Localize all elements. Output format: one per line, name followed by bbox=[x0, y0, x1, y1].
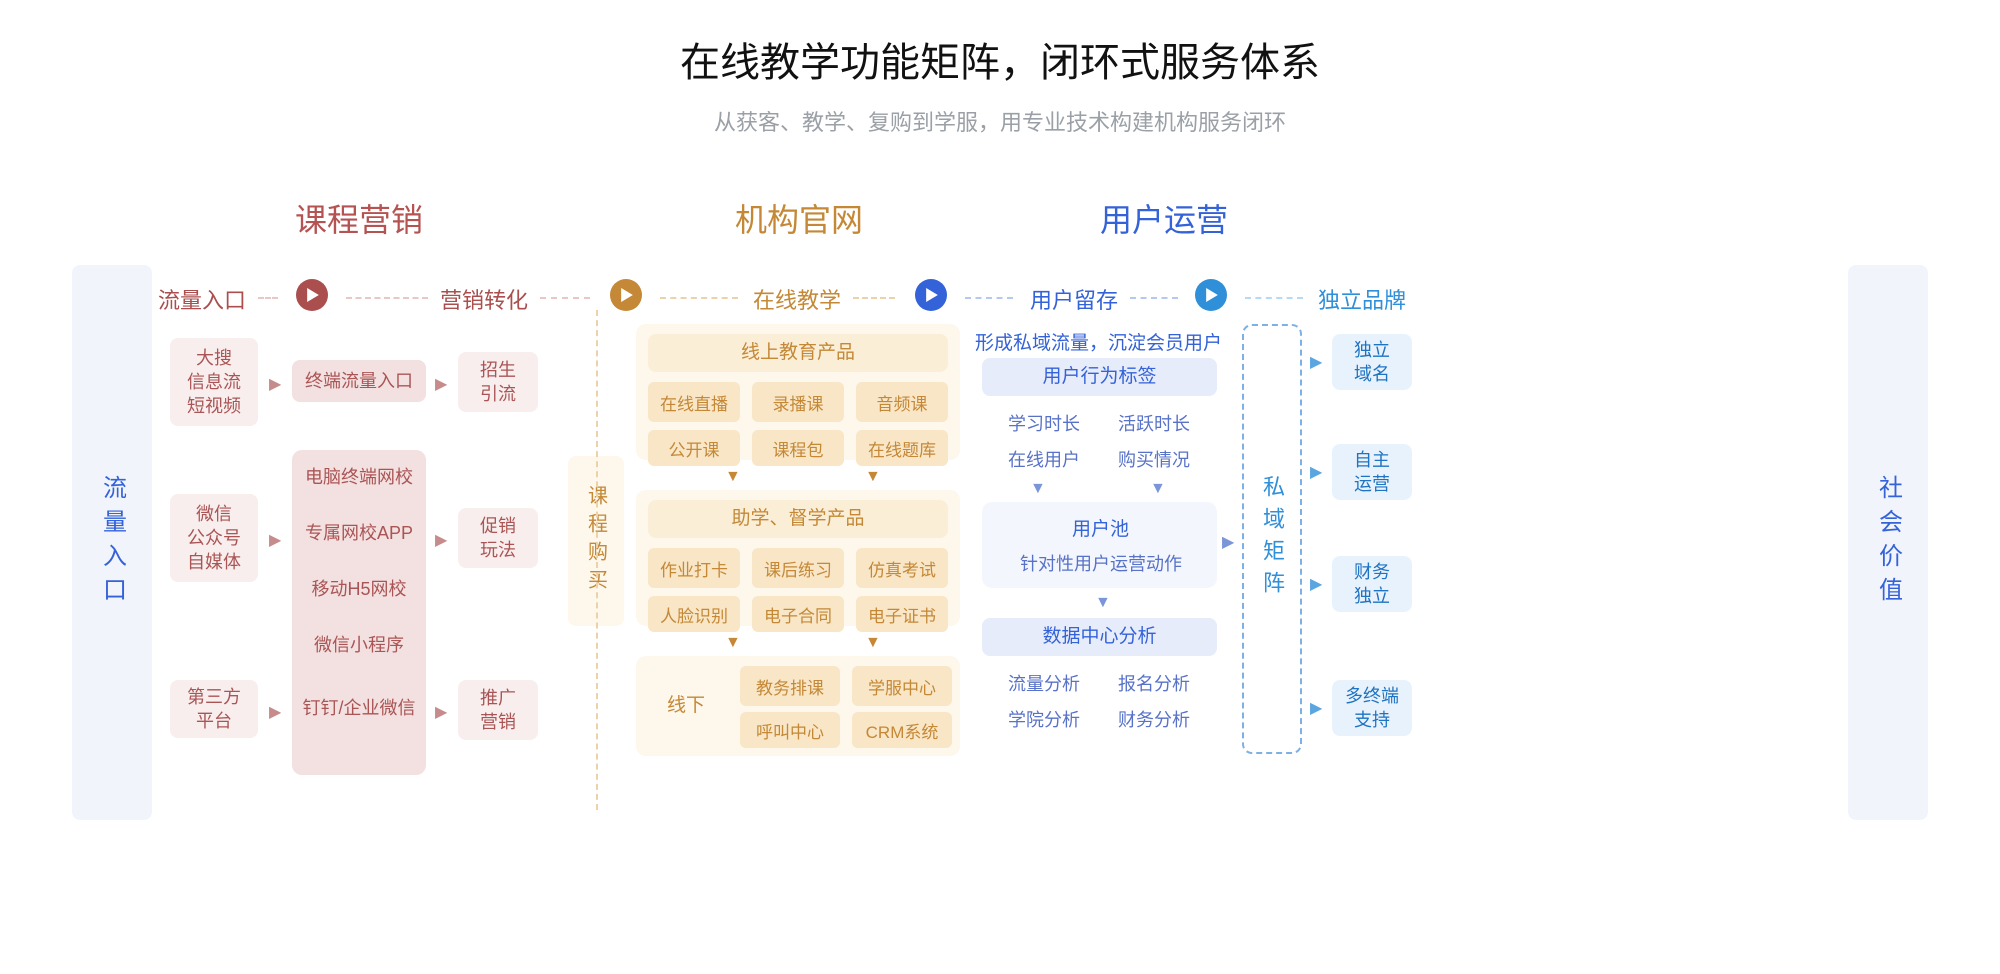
terminal-item: 微信小程序 bbox=[292, 630, 426, 660]
brand-box: 多终端 支持 bbox=[1332, 680, 1412, 736]
tag-item: 在线用户 bbox=[1008, 446, 1080, 472]
source-box-3: 第三方 平台 bbox=[170, 680, 258, 738]
analysis-item: 财务分析 bbox=[1118, 706, 1190, 732]
source-box-1: 大搜 信息流 短视频 bbox=[170, 338, 258, 426]
brand-box: 独立 域名 bbox=[1332, 334, 1412, 390]
arrow-down-icon: ▼ bbox=[1095, 594, 1111, 612]
pool-sub: 针对性用户运营动作 bbox=[1020, 550, 1182, 576]
arrow-right-icon: ▶ bbox=[1310, 574, 1322, 594]
arrow-right-icon: ▶ bbox=[269, 702, 281, 722]
analysis-item: 流量分析 bbox=[1008, 670, 1080, 696]
arrow-right-icon: ▶ bbox=[435, 530, 447, 550]
arrow-down-icon: ▼ bbox=[1030, 480, 1046, 498]
arrow-right-icon: ▶ bbox=[1310, 462, 1322, 482]
analysis-title: 数据中心分析 bbox=[982, 618, 1217, 656]
pool-title: 用户池 bbox=[1072, 514, 1129, 541]
arrow-down-icon: ▼ bbox=[1150, 480, 1166, 498]
chip: 学服中心 bbox=[852, 666, 952, 706]
chip: 电子证书 bbox=[856, 596, 948, 632]
chip: 在线直播 bbox=[648, 382, 740, 422]
convert-box-1: 招生 引流 bbox=[458, 352, 538, 412]
chip: 作业打卡 bbox=[648, 548, 740, 588]
chip: 课后练习 bbox=[752, 548, 844, 588]
chip: 录播课 bbox=[752, 382, 844, 422]
page-subtitle: 从获客、教学、复购到学服，用专业技术构建机构服务闭环 bbox=[0, 105, 2000, 137]
retention-headline: 形成私域流量，沉淀会员用户 bbox=[975, 328, 1222, 355]
play-icon bbox=[915, 279, 947, 311]
arrow-right-icon: ▶ bbox=[1222, 532, 1234, 552]
page-title: 在线教学功能矩阵，闭环式服务体系 bbox=[0, 30, 2000, 88]
section-operation: 用户运营 bbox=[1100, 195, 1228, 241]
private-domain-matrix: 私域矩阵 bbox=[1242, 324, 1302, 754]
arrow-down-icon: ▼ bbox=[725, 634, 741, 652]
tag-item: 学习时长 bbox=[1008, 410, 1080, 436]
chip: 公开课 bbox=[648, 430, 740, 466]
mid-terminal-entry: 终端流量入口 bbox=[292, 360, 426, 402]
arrow-down-icon: ▼ bbox=[725, 468, 741, 486]
chip: CRM系统 bbox=[852, 712, 952, 748]
analysis-item: 学院分析 bbox=[1008, 706, 1080, 732]
chip: 电子合同 bbox=[752, 596, 844, 632]
play-icon bbox=[610, 279, 642, 311]
chip: 仿真考试 bbox=[856, 548, 948, 588]
arrow-down-icon: ▼ bbox=[865, 634, 881, 652]
stage-traffic: 流量入口 bbox=[158, 283, 246, 315]
play-icon bbox=[296, 279, 328, 311]
convert-box-2: 促销 玩法 bbox=[458, 508, 538, 568]
stage-retain: 用户留存 bbox=[1030, 283, 1118, 315]
brand-box: 自主 运营 bbox=[1332, 444, 1412, 500]
brand-box: 财务 独立 bbox=[1332, 556, 1412, 612]
terminal-item: 钉钉/企业微信 bbox=[292, 693, 426, 723]
stage-brand: 独立品牌 bbox=[1318, 283, 1406, 315]
source-box-2: 微信 公众号 自媒体 bbox=[170, 494, 258, 582]
arrow-right-icon: ▶ bbox=[1310, 698, 1322, 718]
pillar-social-value: 社会价值 bbox=[1848, 265, 1928, 820]
arrow-right-icon: ▶ bbox=[435, 374, 447, 394]
stage-convert: 营销转化 bbox=[440, 283, 528, 315]
arrow-right-icon: ▶ bbox=[1310, 352, 1322, 372]
chip: 呼叫中心 bbox=[740, 712, 840, 748]
pillar-traffic-entry: 流量入口 bbox=[72, 265, 152, 820]
convert-box-3: 推广 营销 bbox=[458, 680, 538, 740]
arrow-down-icon: ▼ bbox=[865, 468, 881, 486]
chip: 在线题库 bbox=[856, 430, 948, 466]
vertical-divider bbox=[596, 310, 598, 810]
user-tag-title: 用户行为标签 bbox=[982, 358, 1217, 396]
arrow-right-icon: ▶ bbox=[269, 374, 281, 394]
group1-title: 线上教育产品 bbox=[648, 334, 948, 372]
offline-label: 线下 bbox=[646, 656, 726, 756]
section-official: 机构官网 bbox=[735, 195, 863, 241]
chip: 课程包 bbox=[752, 430, 844, 466]
play-icon bbox=[1195, 279, 1227, 311]
chip: 音频课 bbox=[856, 382, 948, 422]
arrow-right-icon: ▶ bbox=[435, 702, 447, 722]
tag-item: 购买情况 bbox=[1118, 446, 1190, 472]
chip: 教务排课 bbox=[740, 666, 840, 706]
stage-teach: 在线教学 bbox=[753, 283, 841, 315]
terminal-item: 专属网校APP bbox=[292, 518, 426, 548]
stage-row: 流量入口 营销转化 在线教学 用户留存 独立品牌 bbox=[0, 283, 2000, 313]
chip: 人脸识别 bbox=[648, 596, 740, 632]
arrow-right-icon: ▶ bbox=[269, 530, 281, 550]
terminal-group bbox=[292, 450, 426, 775]
group2-title: 助学、督学产品 bbox=[648, 500, 948, 538]
section-marketing: 课程营销 bbox=[295, 195, 423, 241]
terminal-item: 移动H5网校 bbox=[292, 574, 426, 604]
terminal-item: 电脑终端网校 bbox=[292, 462, 426, 492]
tag-item: 活跃时长 bbox=[1118, 410, 1190, 436]
analysis-item: 报名分析 bbox=[1118, 670, 1190, 696]
